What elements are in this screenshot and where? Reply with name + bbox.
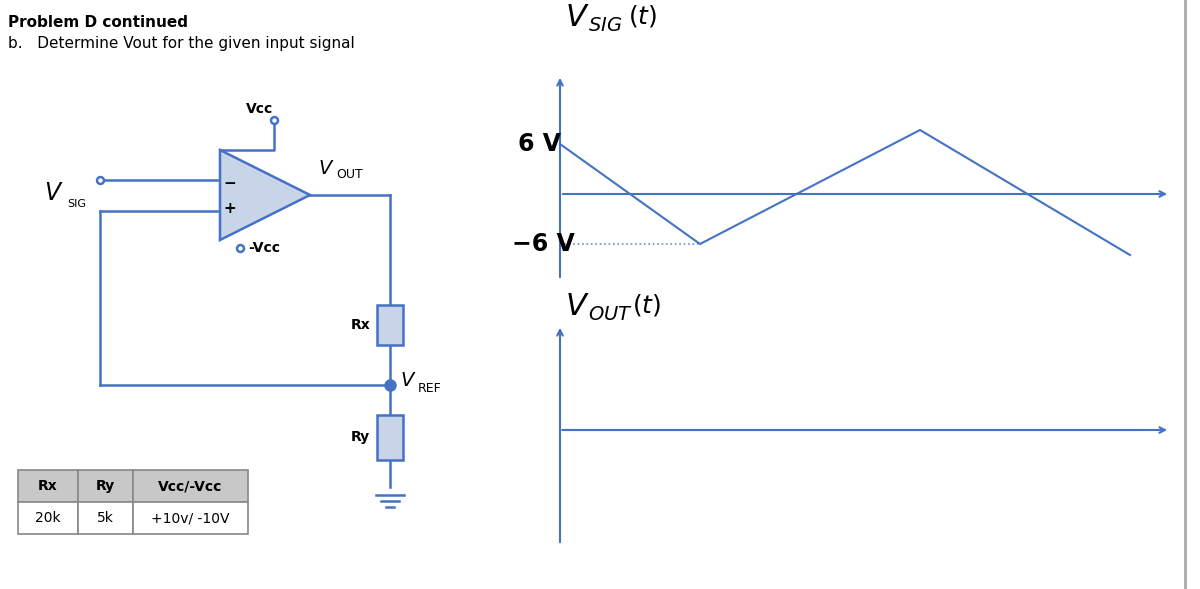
Text: $V$: $V$ [44,181,64,205]
Text: −6 V: −6 V [512,232,575,256]
Bar [133,470,248,502]
Bar [78,470,133,502]
Text: Problem D continued: Problem D continued [8,15,188,30]
Text: Ry: Ry [96,479,115,493]
Text: OUT: OUT [336,168,362,181]
Text: -Vcc: -Vcc [248,241,280,255]
Text: Rx: Rx [350,318,370,332]
Bar [18,470,78,502]
Text: Vcc/-Vcc: Vcc/-Vcc [158,479,223,493]
Text: 6 V: 6 V [518,132,562,156]
Text: $V$: $V$ [318,158,335,177]
Text: $(t)$: $(t)$ [628,3,658,29]
Text: $\it{V}$: $\it{V}$ [565,292,589,321]
Text: Vcc: Vcc [246,102,274,116]
Bar [18,502,78,534]
Bar [377,415,403,460]
Text: −: − [223,176,236,191]
Polygon shape [220,150,310,240]
Text: Rx: Rx [38,479,58,493]
Text: SIG: SIG [67,199,86,209]
Text: +: + [223,201,236,216]
Text: +10v/ -10V: +10v/ -10V [151,511,229,525]
Text: $\mathit{SIG}$: $\mathit{SIG}$ [588,16,623,35]
Text: 5k: 5k [97,511,114,525]
Text: $\it{V}$: $\it{V}$ [565,3,589,32]
Text: 20k: 20k [35,511,61,525]
Text: $(t)$: $(t)$ [632,292,661,318]
Bar [377,305,403,345]
Bar [78,502,133,534]
Text: $\mathit{OUT}$: $\mathit{OUT}$ [588,305,632,324]
Text: Ry: Ry [350,431,370,445]
Text: REF: REF [418,382,442,395]
Text: b.   Determine Vout for the given input signal: b. Determine Vout for the given input si… [8,36,355,51]
Bar [133,502,248,534]
Text: $V$: $V$ [400,370,416,389]
